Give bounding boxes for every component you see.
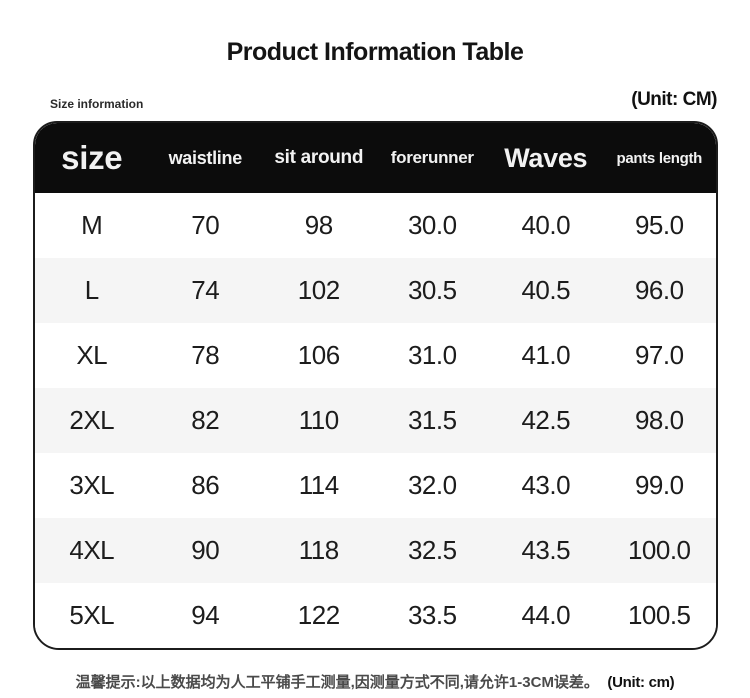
sit-around-cell: 110 [298, 405, 339, 435]
waistline-cell: 70 [191, 210, 220, 240]
pants-length-cell: 96.0 [634, 275, 684, 305]
waistline-cell: 78 [191, 340, 220, 370]
size-cell: M [81, 210, 103, 240]
forerunner-cell: 31.0 [407, 340, 457, 370]
column-header-size: size [61, 139, 123, 176]
measurement-disclaimer: 温馨提示:以上数据均为人工平铺手工测量,因测量方式不同,请允许1-3CM误差。 [75, 674, 599, 691]
waves-cell: 44.0 [521, 600, 571, 630]
sit-around-cell: 106 [297, 340, 340, 370]
waistline-cell: 82 [191, 405, 220, 435]
pants-length-cell: 95.0 [634, 210, 684, 240]
size-cell: 5XL [69, 600, 115, 630]
footer-note: 温馨提示:以上数据均为人工平铺手工测量,因测量方式不同,请允许1-3CM误差。 … [0, 671, 750, 692]
pants-length-cell: 98.0 [634, 405, 684, 435]
waves-cell: 40.5 [521, 275, 571, 305]
waves-cell: 43.0 [521, 470, 571, 500]
size-cell: L [84, 275, 99, 305]
unit-label-bottom: (Unit: cm) [607, 674, 675, 691]
waistline-cell: 94 [191, 600, 220, 630]
waistline-cell: 86 [191, 470, 220, 500]
column-header-sit-around: sit around [274, 147, 364, 168]
forerunner-cell: 31.5 [407, 405, 457, 435]
size-cell: 4XL [69, 535, 115, 565]
sit-around-cell: 114 [298, 470, 339, 500]
table-row: 5XL 94 122 33.5 44.0 100.5 [35, 583, 716, 648]
table-row: 3XL 86 114 32.0 43.0 99.0 [35, 453, 716, 518]
page-title: Product Information Table [226, 38, 524, 66]
column-header-forerunner: forerunner [390, 148, 474, 167]
waves-cell: 41.0 [521, 340, 571, 370]
pants-length-cell: 99.0 [634, 470, 684, 500]
waistline-cell: 90 [191, 535, 220, 565]
sit-around-cell: 102 [297, 275, 340, 305]
table-row: XL 78 106 31.0 41.0 97.0 [35, 323, 716, 388]
forerunner-cell: 30.0 [407, 210, 457, 240]
size-cell: XL [76, 340, 108, 370]
waves-cell: 43.5 [521, 535, 571, 565]
table-row: 2XL 82 110 31.5 42.5 98.0 [35, 388, 716, 453]
waves-cell: 40.0 [521, 210, 571, 240]
pants-length-cell: 97.0 [634, 340, 684, 370]
waves-cell: 42.5 [521, 405, 571, 435]
pants-length-cell: 100.0 [627, 535, 691, 565]
table-row: M 70 98 30.0 40.0 95.0 [35, 193, 716, 258]
table-header-row: size waistline sit around forerunner Wav… [35, 123, 716, 193]
forerunner-cell: 30.5 [407, 275, 457, 305]
sit-around-cell: 118 [298, 535, 339, 565]
column-header-waistline: waistline [168, 147, 243, 168]
size-information-label: Size information [50, 97, 144, 111]
size-cell: 3XL [69, 470, 115, 500]
size-cell: 2XL [69, 405, 115, 435]
forerunner-cell: 32.5 [407, 535, 457, 565]
table-row: 4XL 90 118 32.5 43.5 100.0 [35, 518, 716, 583]
sit-around-cell: 122 [297, 600, 340, 630]
forerunner-cell: 32.0 [407, 470, 457, 500]
sit-around-cell: 98 [304, 210, 333, 240]
waistline-cell: 74 [191, 275, 220, 305]
table-row: L 74 102 30.5 40.5 96.0 [35, 258, 716, 323]
subheader: Size information (Unit: CM) [50, 89, 717, 111]
pants-length-cell: 100.5 [627, 600, 691, 630]
size-chart-page: Product Information Table Size informati… [0, 38, 750, 698]
column-header-waves: Waves [504, 142, 588, 173]
size-table: size waistline sit around forerunner Wav… [33, 121, 718, 650]
unit-label-top: (Unit: CM) [631, 89, 717, 110]
column-header-pants-length: pants length [616, 149, 703, 167]
forerunner-cell: 33.5 [407, 600, 457, 630]
